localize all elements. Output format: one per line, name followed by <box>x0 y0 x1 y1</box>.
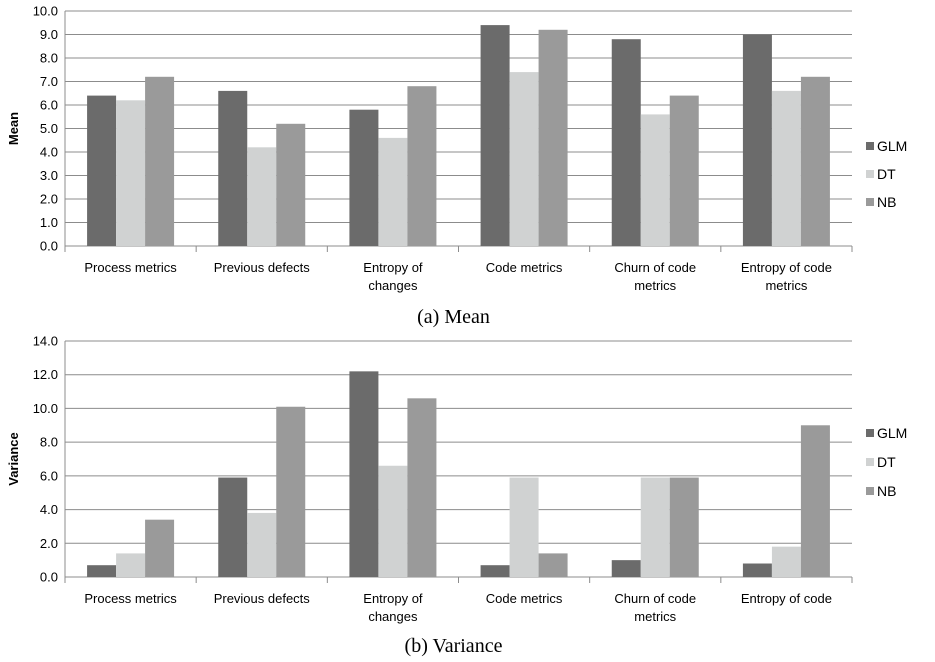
bar-dt <box>116 100 146 246</box>
bar-dt <box>116 553 146 577</box>
bar-dt <box>771 546 801 577</box>
bar-dt <box>509 477 539 577</box>
y-tick-label: 2.0 <box>40 536 58 551</box>
figure-caption: (b) Variance <box>405 635 503 657</box>
y-axis-title: Variance <box>6 432 21 486</box>
bar-glm <box>349 371 379 577</box>
bar-nb <box>669 477 699 577</box>
y-tick-label: 14.0 <box>33 334 58 349</box>
bar-nb <box>800 76 830 246</box>
bar-glm <box>480 25 510 246</box>
bar-nb <box>276 123 306 246</box>
legend-swatch-glm <box>866 429 874 437</box>
bar-glm <box>218 90 248 247</box>
y-tick-label: 6.0 <box>40 98 58 113</box>
bar-dt <box>640 114 670 247</box>
x-tick-label: Previous defects <box>214 260 311 275</box>
variance-chart: 0.0 2.0 4.0 6.0 8.0 10.0 12.0 14.0 Process metri… <box>6 334 907 658</box>
bar-glm <box>218 477 248 577</box>
x-tick-label: metrics <box>765 278 807 293</box>
x-tick-label: Entropy of code <box>741 591 832 606</box>
y-tick-label: 4.0 <box>40 145 58 160</box>
x-tick-label: Entropy of <box>363 260 423 275</box>
legend-label-nb: NB <box>877 483 896 499</box>
legend-label-glm: GLM <box>877 425 907 441</box>
y-tick-label: 9.0 <box>40 27 58 42</box>
legend-label-dt: DT <box>877 454 896 470</box>
bar-nb <box>538 553 568 577</box>
legend-label-dt: DT <box>877 166 896 182</box>
x-tick-label: Entropy of code <box>741 260 832 275</box>
bar-dt <box>247 147 277 246</box>
figure-caption: (a) Mean <box>417 306 490 328</box>
legend-swatch-dt <box>866 170 874 178</box>
bar-glm <box>742 34 772 246</box>
y-tick-label: 8.0 <box>40 435 58 450</box>
bar-nb <box>538 29 568 246</box>
bar-glm <box>480 565 510 577</box>
bar-nb <box>145 519 175 577</box>
bar-glm <box>87 565 117 577</box>
bar-glm <box>87 95 117 246</box>
bar-dt <box>640 477 670 577</box>
x-tick-label: Code metrics <box>486 591 563 606</box>
bar-glm <box>611 39 641 247</box>
bar-nb <box>669 95 699 246</box>
y-axis-title: Mean <box>6 112 21 145</box>
x-tick-label: Process metrics <box>84 591 177 606</box>
x-tick-label: Process metrics <box>84 260 177 275</box>
y-tick-label: 1.0 <box>40 215 58 230</box>
bar-nb <box>145 76 175 246</box>
y-tick-label: 3.0 <box>40 168 58 183</box>
legend-swatch-dt <box>866 458 874 466</box>
x-tick-label: Entropy of <box>363 591 423 606</box>
x-tick-label: changes <box>368 609 418 624</box>
x-tick-label: metrics <box>634 278 676 293</box>
x-tick-label: Churn of code <box>614 260 696 275</box>
bar-dt <box>509 72 539 246</box>
bar-dt <box>771 90 801 247</box>
y-tick-label: 2.0 <box>40 192 58 207</box>
bar-glm <box>349 109 379 246</box>
bar-nb <box>407 398 437 577</box>
bar-dt <box>247 512 277 577</box>
bar-nb <box>276 406 306 577</box>
bar-nb <box>800 425 830 577</box>
x-tick-label: changes <box>368 278 418 293</box>
x-tick-label: Churn of code <box>614 591 696 606</box>
bar-glm <box>611 560 641 577</box>
x-tick-label: Code metrics <box>486 260 563 275</box>
x-tick-label: Previous defects <box>214 591 311 606</box>
legend-swatch-nb <box>866 487 874 495</box>
y-tick-label: 4.0 <box>40 502 58 517</box>
y-tick-label: 0.0 <box>40 239 58 254</box>
bar-dt <box>378 465 408 577</box>
y-tick-label: 10.0 <box>33 4 58 19</box>
y-tick-label: 7.0 <box>40 74 58 89</box>
y-tick-label: 12.0 <box>33 367 58 382</box>
legend-label-nb: NB <box>877 194 896 210</box>
x-tick-label: metrics <box>634 609 676 624</box>
legend-swatch-glm <box>866 142 874 150</box>
y-tick-label: 10.0 <box>33 401 58 416</box>
legend-label-glm: GLM <box>877 138 907 154</box>
mean-chart: 0.0 1.0 2.0 3.0 4.0 5.0 6.0 7.0 8.0 9.0 10.0 Proces… <box>6 4 907 329</box>
y-tick-label: 6.0 <box>40 468 58 483</box>
y-tick-label: 0.0 <box>40 570 58 585</box>
legend-swatch-nb <box>866 198 874 206</box>
bar-dt <box>378 137 408 246</box>
y-tick-label: 8.0 <box>40 51 58 66</box>
bar-nb <box>407 86 437 246</box>
y-tick-label: 5.0 <box>40 121 58 136</box>
bar-glm <box>742 563 772 577</box>
